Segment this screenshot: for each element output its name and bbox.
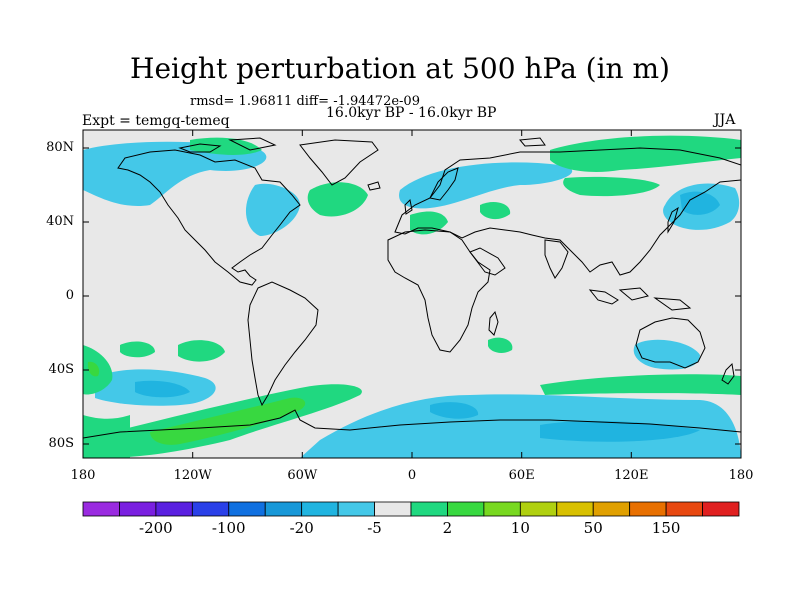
lon-tick-label: 180 — [728, 468, 754, 483]
colorbar-swatch — [119, 501, 157, 517]
contour-region — [540, 374, 741, 395]
coastline-eurasia — [394, 147, 741, 276]
colorbar-swatch — [702, 501, 740, 517]
colorbar-swatch — [556, 501, 594, 517]
colorbar-label: -5 — [367, 519, 382, 537]
coastline-arctic-islands — [178, 137, 546, 153]
contour-region — [488, 337, 513, 353]
coastline-scandinavia — [429, 167, 459, 201]
colorbar-label: 10 — [510, 519, 530, 537]
coastline-north-america — [117, 149, 301, 286]
contour-region — [83, 141, 267, 207]
colorbar-swatch — [155, 501, 193, 517]
contour-region — [540, 420, 700, 442]
coastline-japan — [667, 206, 679, 234]
colorbar-swatch — [592, 501, 631, 517]
colorbar-swatch — [629, 501, 667, 517]
colorbar-label: 150 — [651, 519, 681, 537]
coastline-south-america — [247, 281, 319, 407]
coastline-madagascar — [488, 310, 499, 336]
contour-region — [150, 397, 306, 445]
colorbar-label: -200 — [139, 519, 173, 537]
contour-region — [135, 380, 190, 398]
coastline-greenland — [299, 139, 379, 186]
coastline-iceland — [367, 181, 381, 191]
contour-region — [307, 182, 368, 217]
lat-tick-label: 40N — [46, 214, 74, 229]
colorbar-swatch — [447, 501, 485, 517]
colorbar-label: 50 — [583, 519, 603, 537]
axis-ticks — [82, 130, 742, 458]
lon-tick-label: 120W — [173, 468, 212, 483]
coastline-indonesia — [588, 287, 692, 311]
contour-region — [480, 201, 511, 220]
colorbar-swatch — [301, 501, 339, 517]
coastlines — [83, 137, 741, 439]
contour-region — [550, 135, 741, 172]
lat-tick-label: 80S — [48, 436, 74, 451]
coastline-africa — [387, 229, 491, 353]
contour-region — [190, 137, 262, 155]
coastline-australia — [635, 317, 706, 369]
contour-region — [410, 211, 448, 235]
colorbar-label: -100 — [211, 519, 246, 537]
lon-tick-label: 180 — [70, 468, 96, 483]
lon-tick-label: 60E — [508, 468, 535, 483]
contour-region — [680, 191, 720, 215]
lat-tick-label: 0 — [65, 288, 74, 303]
period-text: 16.0kyr BP - 16.0kyr BP — [326, 105, 497, 121]
contour-region — [178, 340, 225, 362]
contour-region — [563, 176, 660, 197]
coastline-new-zealand — [721, 362, 735, 385]
coastline-india — [544, 239, 569, 279]
colorbar-swatch — [483, 501, 521, 517]
colorbar-label: -20 — [289, 519, 314, 537]
contour-fill-layer — [83, 135, 741, 458]
contour-region — [430, 402, 479, 419]
contour-region — [633, 339, 700, 370]
lon-tick-label: 60W — [287, 468, 318, 483]
colorbar-swatch — [374, 501, 412, 517]
colorbar-swatch — [665, 501, 703, 517]
colorbar-swatch — [191, 501, 230, 517]
colorbar-swatch — [410, 501, 448, 517]
experiment-label: Expt = temgq-temeq — [82, 113, 230, 129]
coastline-arabia — [469, 247, 506, 276]
colorbar-swatch — [264, 501, 303, 517]
colorbar-swatch — [82, 501, 120, 517]
lat-tick-label: 40S — [48, 362, 74, 377]
lon-tick-label: 0 — [407, 468, 417, 483]
coastline-antarctica — [83, 409, 741, 439]
colorbar-swatch — [519, 501, 558, 517]
coastline-british-isles — [404, 198, 413, 215]
contour-region — [245, 183, 300, 236]
plot-title: Height perturbation at 500 hPa (in m) — [130, 52, 670, 85]
lat-tick-label: 80N — [46, 140, 74, 155]
contour-region — [120, 341, 155, 358]
stats-text: rmsd= 1.96811 diff= -1.94472e-09 — [190, 94, 420, 109]
season-label: JJA — [714, 112, 736, 128]
colorbar-swatch — [228, 501, 266, 517]
colorbar-label: 2 — [442, 519, 453, 537]
contour-region — [300, 394, 741, 458]
colorbar — [82, 501, 740, 517]
colorbar-swatch — [337, 501, 375, 517]
lon-tick-label: 120E — [614, 468, 649, 483]
contour-region — [87, 361, 100, 377]
